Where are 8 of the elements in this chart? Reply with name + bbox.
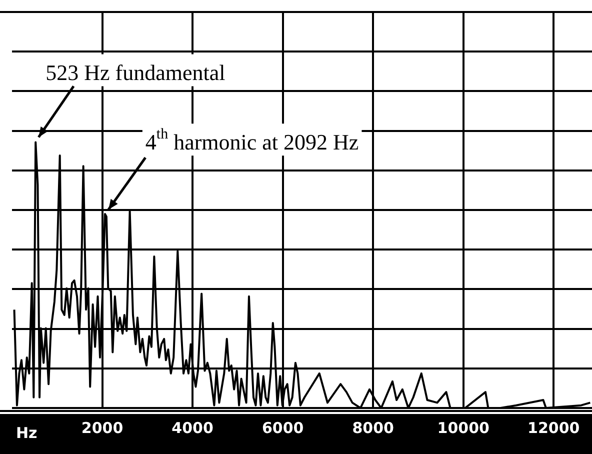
x-tick-label: 10000	[437, 418, 490, 437]
x-tick-label: 8000	[352, 418, 394, 437]
x-tick-label: 6000	[262, 418, 304, 437]
x-tick-label: 12000	[528, 418, 580, 437]
x-axis-title: Hz	[16, 424, 38, 442]
annotation: 523 Hz fundamental	[46, 60, 226, 86]
x-tick-label: 4000	[172, 418, 214, 437]
x-tick-label: 2000	[81, 418, 124, 437]
